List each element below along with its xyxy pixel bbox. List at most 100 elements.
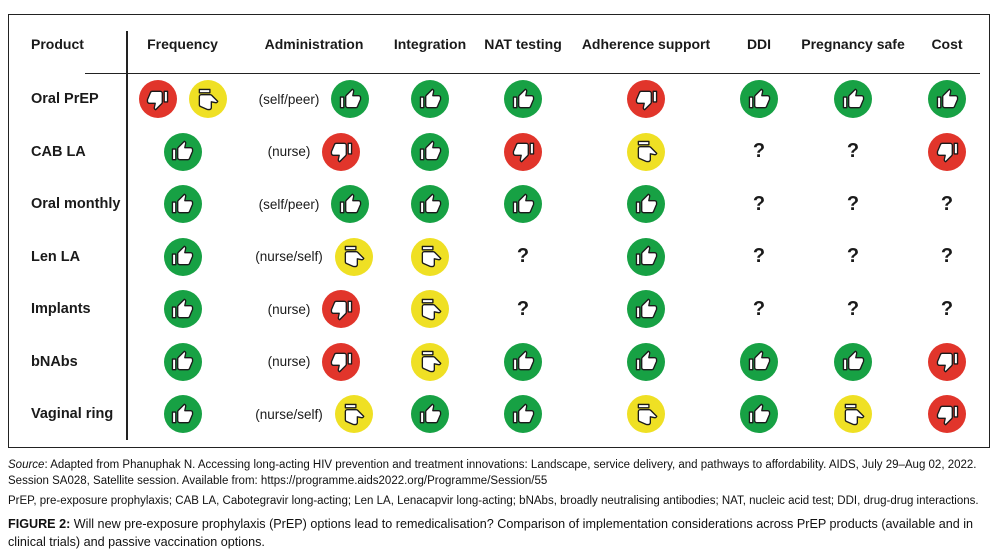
table-row: Oral monthly (self/peer)???: [9, 178, 989, 231]
product-name: Vaginal ring: [31, 406, 114, 423]
column-header-frequency: Frequency: [147, 36, 218, 52]
cell-pregnancy-safe: ?: [801, 178, 905, 231]
unknown-marker: ?: [846, 192, 860, 215]
administration-note: (self/peer): [258, 196, 320, 212]
cell-adherence-support: [575, 283, 717, 336]
unknown-marker: ?: [940, 245, 954, 268]
cell-ddi: ?: [717, 231, 801, 284]
cell-ddi: ?: [717, 283, 801, 336]
administration-note: (nurse/self): [255, 406, 323, 422]
thumb-up-icon: [411, 80, 449, 119]
figure-caption-label: FIGURE 2:: [8, 517, 71, 532]
thumb-up-icon: [928, 80, 966, 119]
cell-integration: [389, 126, 471, 179]
thumb-up-icon: [163, 132, 202, 171]
thumb-up-icon: [740, 80, 778, 119]
thumb-down-icon: [322, 342, 361, 381]
cell-pregnancy-safe: [801, 388, 905, 441]
thumb-down-icon: [504, 132, 542, 171]
cell-frequency: [126, 178, 239, 231]
table-row: Implants (nurse)????: [9, 283, 989, 336]
thumb-down-icon: [138, 80, 177, 119]
product-name: Implants: [31, 301, 91, 318]
thumb-neutral-icon: [334, 395, 373, 434]
table-header-row: Product Frequency Administration Integratio…: [9, 15, 989, 73]
cell-ddi: ?: [717, 126, 801, 179]
thumb-up-icon: [834, 80, 872, 119]
cell-adherence-support: [575, 126, 717, 179]
thumb-neutral-icon: [411, 237, 449, 276]
administration-note: (self/peer): [258, 91, 320, 107]
thumb-up-icon: [331, 185, 370, 224]
thumb-up-icon: [627, 342, 665, 381]
table-row: bNAbs (nurse): [9, 336, 989, 389]
thumb-up-icon: [504, 395, 542, 434]
cell-integration: [389, 388, 471, 441]
product-name: Oral monthly: [31, 196, 121, 213]
thumb-up-icon: [627, 290, 665, 329]
cell-adherence-support: [575, 73, 717, 126]
table-row: Len LA (nurse/self)????: [9, 231, 989, 284]
product-name: bNAbs: [31, 353, 78, 370]
cell-administration: (nurse/self): [239, 231, 389, 284]
cell-cost: [905, 73, 989, 126]
cell-pregnancy-safe: [801, 73, 905, 126]
thumb-down-icon: [322, 132, 361, 171]
comparison-table: Product Frequency Administration Integratio…: [8, 14, 990, 448]
thumb-down-icon: [322, 290, 361, 329]
thumb-up-icon: [163, 395, 202, 434]
cell-cost: ?: [905, 231, 989, 284]
cell-frequency: [126, 126, 239, 179]
product-name: Oral PrEP: [31, 91, 99, 108]
unknown-marker: ?: [516, 245, 530, 268]
administration-note: (nurse): [267, 301, 311, 317]
source-text: : Adapted from Phanuphak N. Accessing lo…: [8, 458, 977, 487]
cell-administration: (self/peer): [239, 73, 389, 126]
cell-integration: [389, 283, 471, 336]
column-header-product: Product: [31, 36, 84, 52]
table-row: CAB LA (nurse)??: [9, 126, 989, 179]
unknown-marker: ?: [846, 245, 860, 268]
thumb-up-icon: [411, 395, 449, 434]
product-name: Len LA: [31, 248, 81, 265]
cell-integration: [389, 231, 471, 284]
table-row: Oral PrEP (self/peer): [9, 73, 989, 126]
column-header-nat-testing: NAT testing: [484, 36, 562, 52]
cell-cost: ?: [905, 178, 989, 231]
administration-note: (nurse): [267, 354, 311, 370]
thumb-up-icon: [834, 342, 872, 381]
table-body: Oral PrEP (self/peer) CAB LA (nurse)?? Oral …: [9, 73, 989, 447]
cell-pregnancy-safe: ?: [801, 126, 905, 179]
thumb-neutral-icon: [411, 342, 449, 381]
cell-pregnancy-safe: ?: [801, 283, 905, 336]
cell-nat-testing: [471, 178, 575, 231]
source-label: Source: [8, 458, 45, 471]
cell-adherence-support: [575, 388, 717, 441]
cell-nat-testing: [471, 336, 575, 389]
thumb-up-icon: [740, 342, 778, 381]
cell-frequency: [126, 388, 239, 441]
thumb-up-icon: [627, 237, 665, 276]
cell-nat-testing: [471, 73, 575, 126]
cell-administration: (nurse): [239, 283, 389, 336]
thumb-neutral-icon: [334, 237, 373, 276]
thumb-up-icon: [504, 80, 542, 119]
administration-note: (nurse/self): [255, 249, 323, 265]
cell-adherence-support: [575, 231, 717, 284]
cell-administration: (nurse): [239, 126, 389, 179]
thumb-neutral-icon: [834, 395, 872, 434]
thumb-down-icon: [928, 395, 966, 434]
unknown-marker: ?: [752, 245, 766, 268]
cell-nat-testing: ?: [471, 231, 575, 284]
thumb-up-icon: [163, 342, 202, 381]
header-underline: [85, 72, 980, 74]
thumb-neutral-icon: [188, 80, 227, 119]
cell-cost: [905, 336, 989, 389]
cell-ddi: [717, 336, 801, 389]
figure-caption: FIGURE 2: Will new pre-exposure prophyla…: [8, 516, 991, 551]
cell-pregnancy-safe: [801, 336, 905, 389]
cell-ddi: [717, 73, 801, 126]
administration-note: (nurse): [267, 144, 311, 160]
unknown-marker: ?: [846, 297, 860, 320]
